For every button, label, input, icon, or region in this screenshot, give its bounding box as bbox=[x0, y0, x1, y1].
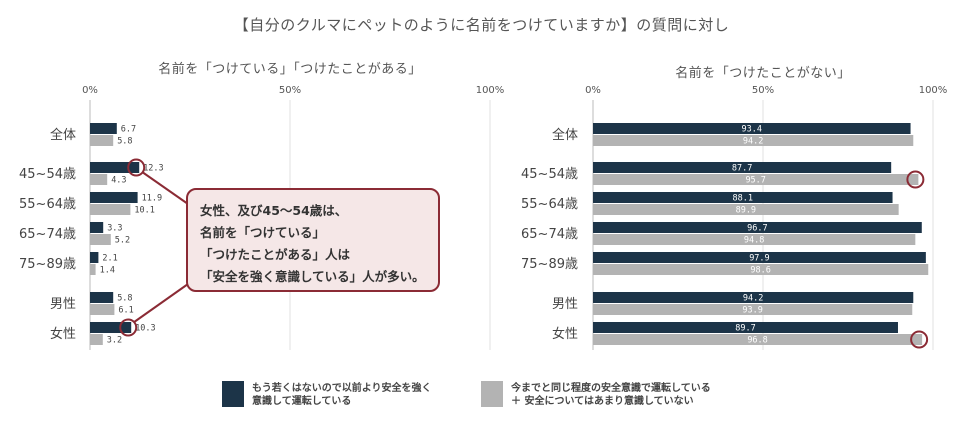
category-label: 75~89歳 bbox=[19, 257, 76, 272]
bar bbox=[593, 162, 892, 173]
data-label: 6.7 bbox=[121, 125, 136, 135]
category-label: 女性 bbox=[50, 326, 76, 342]
legend-swatch-gray bbox=[481, 381, 503, 407]
data-label: 93.4 bbox=[742, 125, 762, 135]
connector-line bbox=[133, 283, 189, 323]
category-label: 65~74歳 bbox=[19, 227, 76, 242]
category-label: 45~54歳 bbox=[19, 167, 76, 182]
data-label: 5.8 bbox=[117, 294, 132, 304]
highlight-circle bbox=[910, 330, 929, 349]
highlight-circle bbox=[906, 170, 925, 189]
data-label: 12.3 bbox=[143, 164, 163, 174]
callout-line: 「安全を強く意識している」人が多い。 bbox=[200, 269, 425, 284]
data-label: 10.1 bbox=[134, 206, 154, 216]
category-label: 55~64歳 bbox=[521, 197, 578, 212]
bar bbox=[593, 123, 911, 134]
x-tick-label: 100% bbox=[476, 85, 505, 96]
page-title: 【自分のクルマにペットのように名前をつけていますか】の質問に対し bbox=[233, 16, 730, 34]
bar bbox=[593, 304, 913, 315]
callout-line: 「つけたことがある」人は bbox=[200, 247, 351, 262]
data-label: 94.2 bbox=[743, 137, 763, 147]
bar bbox=[593, 222, 922, 233]
category-label: 75~89歳 bbox=[521, 257, 578, 272]
bar bbox=[593, 322, 898, 333]
data-label: 89.9 bbox=[736, 206, 756, 216]
data-label: 3.2 bbox=[107, 336, 122, 346]
highlight-circle bbox=[119, 318, 138, 337]
data-label: 95.7 bbox=[745, 176, 765, 186]
bar bbox=[90, 174, 108, 185]
data-label: 94.8 bbox=[744, 236, 764, 246]
bar bbox=[90, 192, 138, 203]
bar bbox=[90, 304, 115, 315]
bar bbox=[90, 292, 114, 303]
data-label: 98.6 bbox=[750, 266, 770, 276]
legend-swatch-dark bbox=[222, 381, 244, 407]
bar bbox=[593, 334, 923, 345]
category-label: 男性 bbox=[552, 297, 578, 312]
bar bbox=[593, 292, 914, 303]
bar bbox=[90, 252, 99, 263]
data-label: 3.3 bbox=[107, 224, 122, 234]
bar bbox=[593, 252, 926, 263]
bar bbox=[593, 204, 899, 215]
data-label: 11.9 bbox=[142, 194, 162, 204]
data-label: 89.7 bbox=[735, 324, 755, 334]
bar bbox=[90, 222, 104, 233]
bar bbox=[90, 204, 131, 215]
bar bbox=[90, 135, 114, 146]
data-label: 88.1 bbox=[733, 194, 753, 204]
data-label: 94.2 bbox=[743, 294, 763, 304]
legend-label-gray: 今までと同じ程度の安全意識で運転している ＋ 安全についてはあまり意識していない bbox=[511, 383, 711, 407]
bar bbox=[593, 135, 914, 146]
category-label: 全体 bbox=[50, 127, 76, 143]
left-chart-title: 名前を「つけている」「つけたことがある」 bbox=[158, 62, 422, 77]
bar bbox=[90, 264, 96, 275]
data-label: 6.1 bbox=[118, 306, 133, 316]
data-label: 4.3 bbox=[111, 176, 126, 186]
legend-label-dark: もう若くはないので以前より安全を強く 意識して運転している bbox=[252, 383, 432, 407]
category-label: 45~54歳 bbox=[521, 167, 578, 182]
bar bbox=[593, 192, 893, 203]
callout-box: 女性、及び45～54歳は、 名前を「つけている」 「つけたことがある」人は 「安… bbox=[186, 188, 440, 292]
data-label: 97.9 bbox=[749, 254, 769, 264]
bar bbox=[593, 234, 916, 245]
callout-line: 名前を「つけている」 bbox=[200, 225, 326, 240]
category-label: 65~74歳 bbox=[521, 227, 578, 242]
bar bbox=[90, 334, 103, 345]
x-tick-label: 50% bbox=[279, 85, 301, 96]
data-label: 5.2 bbox=[115, 236, 130, 246]
x-tick-label: 100% bbox=[919, 85, 948, 96]
x-tick-label: 0% bbox=[82, 85, 98, 96]
data-label: 10.3 bbox=[135, 324, 155, 334]
x-tick-label: 50% bbox=[752, 85, 774, 96]
data-label: 1.4 bbox=[100, 266, 115, 276]
x-tick-label: 0% bbox=[585, 85, 601, 96]
data-label: 87.7 bbox=[732, 164, 752, 174]
connector-line bbox=[141, 171, 189, 205]
bar bbox=[593, 174, 919, 185]
data-label: 93.9 bbox=[742, 306, 762, 316]
callout-line: 女性、及び45～54歳は、 bbox=[200, 203, 348, 218]
category-label: 女性 bbox=[552, 326, 578, 342]
bar bbox=[593, 264, 929, 275]
category-label: 55~64歳 bbox=[19, 197, 76, 212]
highlight-circle bbox=[127, 158, 146, 177]
data-label: 96.8 bbox=[747, 336, 767, 346]
category-label: 男性 bbox=[50, 297, 76, 312]
bar bbox=[90, 123, 117, 134]
bar bbox=[90, 322, 132, 333]
data-label: 96.7 bbox=[747, 224, 767, 234]
right-chart-title: 名前を「つけたことがない」 bbox=[675, 66, 851, 81]
category-label: 全体 bbox=[552, 127, 578, 143]
bar bbox=[90, 162, 140, 173]
data-label: 2.1 bbox=[102, 254, 117, 264]
data-label: 5.8 bbox=[117, 137, 132, 147]
bar bbox=[90, 234, 111, 245]
